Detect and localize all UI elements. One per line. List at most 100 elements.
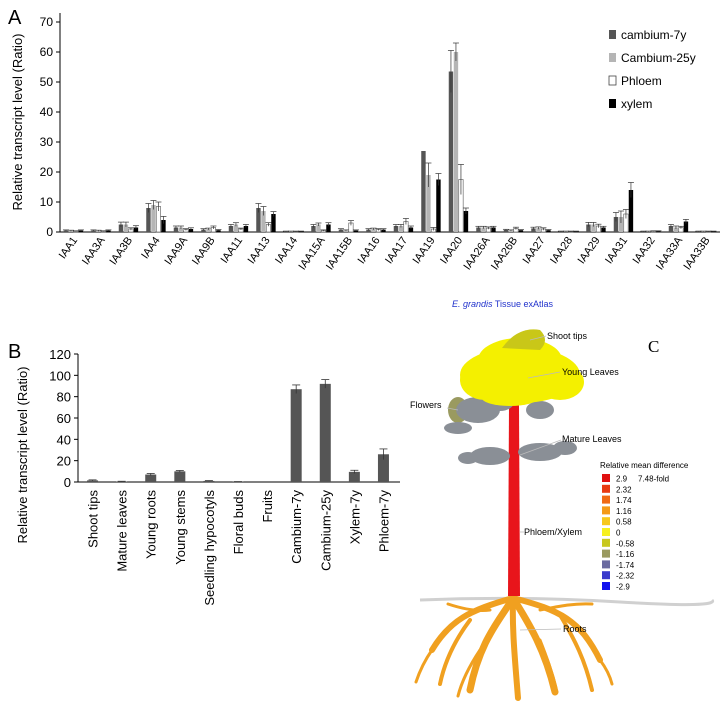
panel-a-bar	[188, 229, 194, 232]
panel-a-legend-label: Cambium-25y	[621, 51, 696, 65]
atlas-label-young-leaves: Young Leaves	[562, 367, 619, 377]
panel-a-bar	[481, 227, 486, 232]
panel-b-ytick-label: 80	[57, 390, 71, 405]
panel-b-bar	[203, 480, 215, 482]
atlas-fold-label: 7.48-fold	[638, 475, 669, 484]
panel-a-bar	[63, 230, 69, 232]
panel-a-ylabel: Relative transcript level (Ratio)	[10, 33, 25, 210]
panel-a-category-label: IAA33B	[681, 235, 712, 272]
panel-a-bar	[426, 175, 431, 232]
atlas-scale-value: 2.32	[616, 485, 632, 494]
panel-a-ytick-label: 0	[46, 225, 53, 239]
panel-a-bar	[146, 208, 151, 232]
panel-b-category-label: Cambium-25y	[318, 490, 333, 571]
panel-a-chart: Relative transcript level (Ratio) 0 10 20 3…	[10, 13, 720, 272]
atlas-scale-swatch	[602, 538, 610, 547]
atlas-pointer-lines	[446, 335, 562, 631]
panel-a-bar	[233, 224, 239, 232]
panel-a-bar	[261, 211, 266, 232]
panel-a-category-label: IAA31	[603, 235, 630, 266]
panel-b-bar	[290, 389, 302, 482]
panel-a-bar	[613, 217, 619, 232]
panel-a-bar	[476, 227, 481, 232]
panel-a-category-label: IAA3B	[107, 235, 135, 267]
panel-b-category-label: Phloem-7y	[376, 490, 391, 553]
panel-a-category-label: IAA20	[438, 235, 465, 266]
panel-a-category-label: IAA29	[576, 235, 603, 266]
panel-a-bar	[393, 226, 399, 232]
panel-a-ytick-label: 50	[40, 75, 54, 89]
panel-a-bar	[408, 227, 414, 232]
roots-shape	[414, 594, 614, 701]
panel-a-category-label: IAA27	[521, 235, 548, 266]
atlas-scale-swatch	[602, 517, 610, 526]
panel-a-bar	[338, 229, 344, 232]
panel-a-bar	[271, 214, 276, 232]
panel-a-ytick-label: 60	[40, 45, 54, 59]
atlas-scale-swatch	[602, 560, 610, 569]
panel-a-bar	[118, 224, 124, 232]
panel-a-category-label: IAA16	[356, 235, 383, 266]
panel-a-bar	[228, 226, 234, 232]
panel-a-legend-label: cambium-7y	[621, 28, 686, 42]
panel-b-chart: Relative transcript level (Ratio) 0 20 40 6…	[15, 347, 400, 606]
atlas-scale-value: -1.16	[616, 550, 635, 559]
panel-a-legend-swatch	[609, 53, 616, 62]
panel-a-category-label: IAA19	[411, 235, 438, 266]
panel-a-bar	[151, 205, 156, 232]
young-leaves-shape	[460, 338, 584, 406]
panel-a-legend: cambium-7y Cambium-25y Phloem xylem	[608, 28, 696, 111]
panel-a-category-label: IAA28	[548, 235, 575, 266]
panel-b-bar	[348, 471, 360, 482]
atlas-title-rest: Tissue exAtlas	[493, 299, 554, 309]
atlas-color-scale: 2.92.32 1.74 1.16 0.58 0-0.58 -1.16 -1.74 -2.32…	[602, 474, 669, 592]
panel-b-category-label: Young stems	[173, 490, 188, 565]
panel-a-bar	[316, 224, 321, 232]
panel-a-bar	[106, 230, 111, 232]
panel-b-ytick-label: 40	[57, 432, 71, 447]
panel-a-bar	[343, 230, 349, 232]
panel-c-letter: C	[648, 337, 659, 356]
panel-a-bar	[508, 230, 514, 232]
panel-a-ytick-label: 70	[40, 15, 54, 29]
panel-b-category-label: Floral buds	[231, 490, 246, 555]
panel-a-bar	[398, 226, 404, 232]
panel-a-bar	[628, 190, 634, 232]
panel-a-bar	[206, 229, 211, 232]
atlas-scale-swatch	[602, 528, 610, 536]
atlas-label-mature-leaves: Mature Leaves	[562, 434, 622, 444]
panel-a-bar	[216, 230, 221, 232]
panel-a-category-label: IAA33A	[654, 234, 686, 272]
panel-a-category-label: IAA26B	[489, 235, 520, 272]
panel-a-legend-swatch	[608, 75, 617, 86]
panel-a-bar	[463, 211, 469, 232]
panel-a-bar	[366, 229, 371, 232]
panel-a-bar	[91, 230, 96, 232]
panel-a-category-label: IAA26A	[461, 234, 493, 272]
panel-a-legend-label: Phloem	[621, 74, 662, 88]
panel-b-ytick-label: 20	[57, 454, 71, 469]
panel-b-category-label: Young roots	[144, 490, 159, 559]
panel-b-bar	[319, 383, 331, 482]
panel-a-ytick-label: 30	[40, 135, 54, 149]
panel-a-legend-label: xylem	[621, 97, 652, 111]
panel-a-bar	[123, 224, 129, 232]
panel-a-bar	[381, 229, 386, 232]
panel-a-bar	[586, 224, 591, 232]
panel-b-category-label: Cambium-7y	[289, 490, 304, 564]
panel-a-ytick-label: 40	[40, 105, 54, 119]
panel-a-bar	[78, 230, 84, 232]
atlas-scale-value: 0	[616, 529, 621, 538]
panel-a-bar	[531, 228, 536, 232]
panel-b-category-label: Mature leaves	[115, 490, 130, 572]
panel-a-category-label: IAA3A	[80, 234, 108, 267]
atlas-scale-value: 0.58	[616, 518, 632, 527]
panel-b-ytick-label: 100	[49, 368, 71, 383]
panel-a-category-label: IAA11	[219, 235, 246, 266]
panel-a-bar	[201, 229, 206, 232]
panel-a-bar	[173, 227, 179, 232]
atlas-scale-value: 2.9	[616, 475, 628, 484]
panel-a-category-label: IAA15A	[296, 234, 328, 272]
panel-a-bar	[536, 228, 541, 232]
panel-a-bar	[683, 221, 689, 232]
